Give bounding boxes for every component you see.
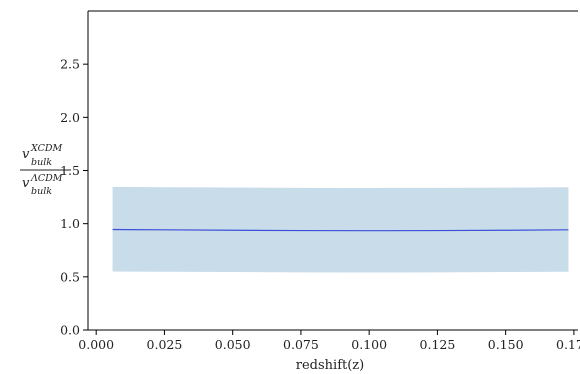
y-tick-label: 2.0 — [60, 110, 80, 125]
confidence-band-layer — [112, 186, 569, 273]
confidence-band — [112, 186, 569, 273]
y-label-denominator-sub: bulk — [31, 186, 52, 197]
x-tick-label: 0.000 — [78, 337, 114, 352]
x-tick-label: 0.125 — [420, 337, 456, 352]
y-label-numerator-sub: bulk — [31, 157, 52, 168]
x-axis-label: redshift(z) — [296, 358, 364, 373]
y-label-denominator-sup: ΛCDM — [30, 173, 63, 184]
x-tick-label: 0.075 — [283, 337, 319, 352]
y-tick-label: 0.0 — [60, 323, 80, 338]
x-tick-label: 0.150 — [488, 337, 524, 352]
y-label-numerator-base: v — [22, 147, 30, 162]
y-axis-label: v XCDM bulk v ΛCDM bulk — [20, 143, 71, 197]
x-tick-label: 0.025 — [147, 337, 183, 352]
series-line-layer — [112, 228, 569, 232]
y-label-numerator-sup: XCDM — [30, 143, 62, 154]
y-tick-label: 1.0 — [60, 216, 80, 231]
x-tick-layer: 0.000 0.025 0.050 0.075 0.100 0.125 0.150 0.175 — [78, 330, 580, 352]
axes-layer — [87, 10, 578, 331]
y-tick-label: 0.5 — [60, 269, 80, 284]
x-tick-label: 0.100 — [351, 337, 387, 352]
y-tick-label: 2.5 — [60, 57, 80, 72]
y-tick-layer: 0.00.51.01.52.02.5 — [60, 57, 88, 338]
series-line — [112, 228, 569, 232]
x-tick-label: 0.175 — [556, 337, 580, 352]
y-label-denominator-base: v — [22, 176, 30, 191]
x-tick-label: 0.050 — [215, 337, 251, 352]
